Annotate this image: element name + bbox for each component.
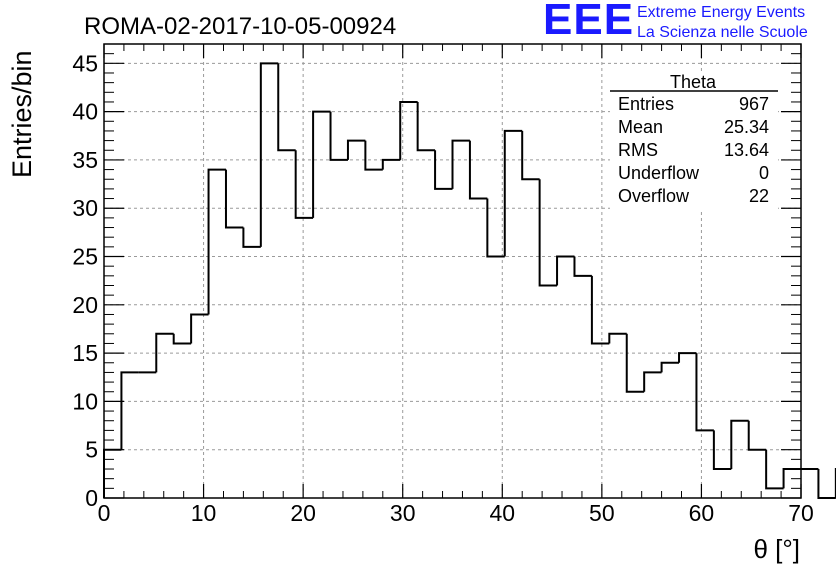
histogram-bin xyxy=(155,332,174,373)
plot-frame xyxy=(103,43,802,499)
histogram-bin xyxy=(329,111,348,161)
histogram-bin xyxy=(277,63,296,152)
histogram-bin xyxy=(259,62,279,247)
y-axis-label: Entries/bin xyxy=(7,50,37,178)
stats-row-label: Entries xyxy=(618,94,674,114)
eee-logo-line2: La Scienza nelle Scuole xyxy=(637,24,808,41)
stats-row-value: 25.34 xyxy=(724,117,769,137)
y-tick-label: 25 xyxy=(72,244,98,270)
eee-logo: EEE Extreme Energy Events La Scienza nel… xyxy=(543,0,833,44)
histogram-bin xyxy=(678,352,697,363)
y-tick-label: 30 xyxy=(72,195,98,221)
y-tick-label: 10 xyxy=(72,388,98,414)
histogram-bin xyxy=(399,100,418,160)
x-tick-label: 40 xyxy=(489,500,515,526)
histogram-bin xyxy=(730,419,749,470)
histogram-bin xyxy=(625,333,645,393)
stats-box: Theta Entries 967 Mean 25.34 RMS 13.64 Underfl… xyxy=(610,72,778,212)
histogram-bin xyxy=(172,333,192,345)
x-tick-label: 0 xyxy=(98,500,111,526)
x-tick-label: 20 xyxy=(290,500,316,526)
histogram-bin xyxy=(381,158,401,170)
histogram-bin xyxy=(521,130,540,181)
tick-labels: 0 10 20 30 40 50 60 70 0 5 10 15 20 25 30 35 40 45 xyxy=(72,50,813,526)
y-tick-label: 40 xyxy=(72,99,98,125)
x-tick-label: 30 xyxy=(390,500,416,526)
histogram-bin xyxy=(486,198,505,258)
histogram-bin xyxy=(120,371,139,450)
histogram-bin xyxy=(573,256,592,277)
x-tick-label: 10 xyxy=(191,500,217,526)
histogram-bin xyxy=(294,150,314,219)
y-tick-label: 45 xyxy=(72,50,98,76)
x-tick-label: 70 xyxy=(788,500,814,526)
histogram-bin xyxy=(712,430,732,471)
eee-logo-mark: EEE xyxy=(543,0,635,44)
y-tick-label: 20 xyxy=(72,292,98,318)
histogram-bin xyxy=(608,332,627,344)
histogram-bin xyxy=(416,101,436,152)
stats-row-label: Underflow xyxy=(618,163,700,183)
histogram-bin xyxy=(434,150,453,190)
stats-box-title: Theta xyxy=(670,72,717,92)
stats-row-label: RMS xyxy=(618,140,658,160)
stats-row-value: 22 xyxy=(749,186,769,206)
histogram-bin xyxy=(242,227,261,248)
histogram-bin xyxy=(747,420,767,451)
stats-box-rows: Entries 967 Mean 25.34 RMS 13.64 Underflow 0 Ove… xyxy=(618,94,769,206)
histogram-bin xyxy=(451,139,470,189)
histogram-bin xyxy=(556,255,575,286)
histogram-bin xyxy=(765,449,784,490)
y-tick-label: 35 xyxy=(72,147,98,173)
axis-ticks xyxy=(103,43,802,499)
histogram-series xyxy=(103,62,836,499)
histogram-bin xyxy=(538,179,558,287)
x-tick-label: 50 xyxy=(589,500,615,526)
chart-title: ROMA-02-2017-10-05-00924 xyxy=(84,13,396,40)
histogram-bin xyxy=(817,469,836,499)
histogram-bin xyxy=(346,139,366,160)
stats-row-value: 0 xyxy=(759,163,769,183)
histogram-bin xyxy=(590,275,610,345)
stats-box-background xyxy=(610,72,778,212)
histogram-bin xyxy=(312,110,331,218)
histogram-bin xyxy=(103,448,122,498)
y-tick-label: 15 xyxy=(72,340,98,366)
x-axis-label: θ [°] xyxy=(753,534,800,564)
histogram-bin xyxy=(207,168,226,315)
histogram-bin xyxy=(660,361,680,373)
histogram-bin xyxy=(643,371,662,392)
histogram-bin xyxy=(695,353,714,432)
x-tick-label: 60 xyxy=(689,500,715,526)
stats-row-label: Mean xyxy=(618,117,663,137)
histogram-bin xyxy=(468,140,488,200)
y-tick-label: 5 xyxy=(85,437,98,463)
y-tick-label: 0 xyxy=(85,485,98,511)
histogram-bin xyxy=(190,313,209,344)
histogram-bin xyxy=(503,129,523,257)
stats-row-value: 967 xyxy=(739,94,769,114)
histogram-bin xyxy=(364,140,383,171)
grid-lines xyxy=(104,44,801,498)
stats-row-label: Overflow xyxy=(618,186,690,206)
stats-row-value: 13.64 xyxy=(724,140,769,160)
histogram-bin xyxy=(224,169,244,229)
eee-logo-line1: Extreme Energy Events xyxy=(637,4,806,21)
